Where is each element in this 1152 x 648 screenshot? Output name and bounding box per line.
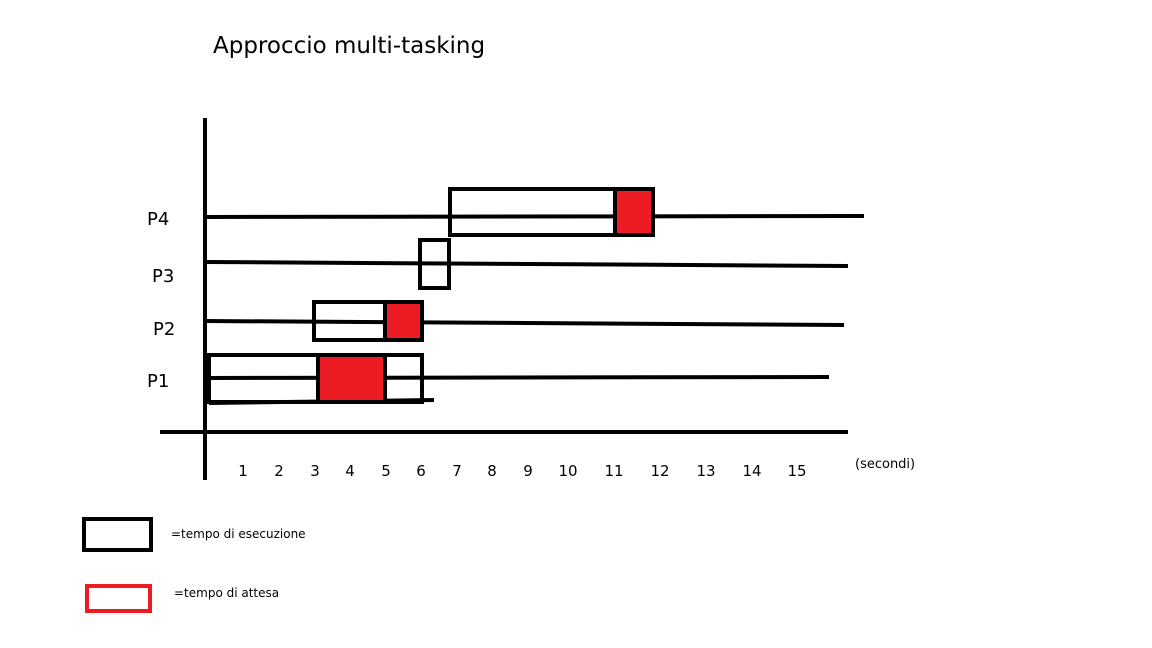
- p3-execution-block: [418, 238, 451, 290]
- p1-execution-block-end: [383, 353, 424, 404]
- tick-label-12: 12: [650, 462, 669, 480]
- p2-waiting-block: [383, 300, 424, 342]
- tick-label-9: 9: [523, 462, 533, 480]
- diagram-title: Approccio multi-tasking: [213, 33, 485, 59]
- p4-execution-block: [448, 187, 617, 237]
- tick-label-7: 7: [452, 462, 462, 480]
- tick-label-2: 2: [274, 462, 284, 480]
- tick-label-6: 6: [416, 462, 426, 480]
- tick-label-14: 14: [742, 462, 761, 480]
- tick-label-10: 10: [558, 462, 577, 480]
- tick-label-5: 5: [381, 462, 391, 480]
- row-label-p2: P2: [153, 319, 175, 340]
- row-label-p3: P3: [152, 266, 174, 287]
- tick-label-13: 13: [696, 462, 715, 480]
- legend-execution-label: =tempo di esecuzione: [171, 527, 306, 541]
- tick-label-4: 4: [345, 462, 355, 480]
- timeline-p1: [204, 375, 830, 380]
- tick-label-8: 8: [487, 462, 497, 480]
- timeline-p3: [204, 260, 849, 268]
- p4-waiting-block: [613, 187, 655, 237]
- row-label-p4: P4: [147, 209, 169, 230]
- tick-label-15: 15: [787, 462, 806, 480]
- tick-label-11: 11: [604, 462, 623, 480]
- timeline-p2: [204, 319, 845, 327]
- row-label-p1: P1: [147, 371, 169, 392]
- timeline-p4: [204, 214, 865, 219]
- legend-execution-swatch: [82, 517, 153, 552]
- tick-label-1: 1: [238, 462, 248, 480]
- time-unit-label: (secondi): [855, 457, 915, 472]
- legend-waiting-swatch: [85, 584, 152, 613]
- legend-waiting-label: =tempo di attesa: [174, 586, 279, 600]
- tick-label-3: 3: [310, 462, 320, 480]
- p1-waiting-block: [316, 353, 387, 404]
